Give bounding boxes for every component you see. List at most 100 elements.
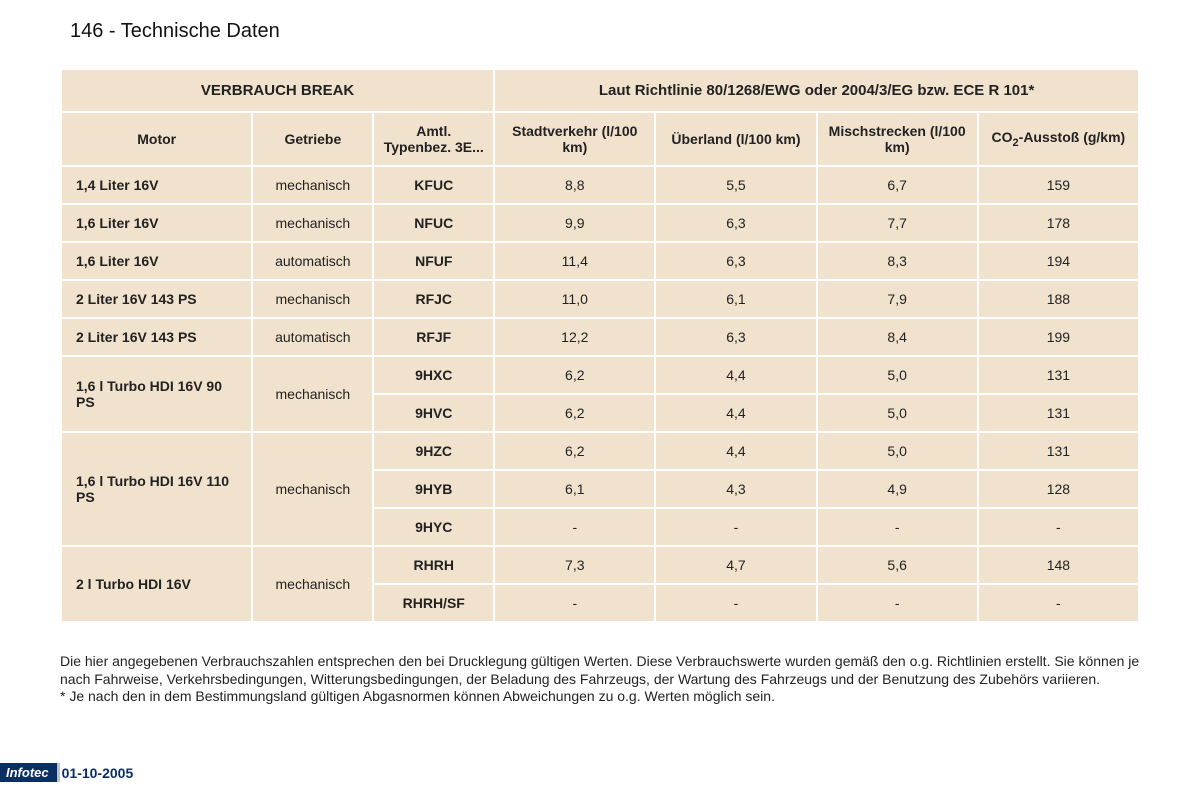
cell-co2: 128 (978, 470, 1139, 508)
col-misch: Mischstrecken (l/100 km) (817, 112, 978, 166)
cell-co2: 178 (978, 204, 1139, 242)
cell-stadt: 6,2 (494, 432, 655, 470)
cell-getriebe: mechanisch (252, 432, 373, 546)
cell-ueberland: 4,4 (655, 356, 816, 394)
table-row: 2 Liter 16V 143 PSmechanischRFJC11,06,17… (61, 280, 1139, 318)
group-header-left: VERBRAUCH BREAK (61, 69, 494, 112)
cell-co2: 131 (978, 356, 1139, 394)
cell-co2: 199 (978, 318, 1139, 356)
footnote-p2: * Je nach den in dem Bestimmungsland gül… (60, 688, 1140, 706)
cell-ueberland: - (655, 508, 816, 546)
cell-stadt: 6,2 (494, 356, 655, 394)
footnote: Die hier angegebenen Verbrauchszahlen en… (60, 653, 1140, 706)
cell-misch: 5,0 (817, 394, 978, 432)
cell-stadt: - (494, 584, 655, 622)
cell-stadt: - (494, 508, 655, 546)
cell-misch: 8,4 (817, 318, 978, 356)
cell-co2: 148 (978, 546, 1139, 584)
cell-co2: - (978, 508, 1139, 546)
cell-stadt: 11,4 (494, 242, 655, 280)
cell-misch: - (817, 508, 978, 546)
cell-typ: 9HYB (373, 470, 494, 508)
cell-typ: 9HVC (373, 394, 494, 432)
table-row: 1,6 l Turbo HDI 16V 110 PSmechanisch9HZC… (61, 432, 1139, 470)
cell-stadt: 11,0 (494, 280, 655, 318)
footer: Infotec 01-10-2005 (0, 763, 133, 782)
consumption-table: VERBRAUCH BREAK Laut Richtlinie 80/1268/… (60, 68, 1140, 623)
cell-ueberland: - (655, 584, 816, 622)
cell-misch: 5,0 (817, 356, 978, 394)
cell-ueberland: 4,7 (655, 546, 816, 584)
col-stadt: Stadtverkehr (l/100 km) (494, 112, 655, 166)
cell-misch: 7,9 (817, 280, 978, 318)
col-motor: Motor (61, 112, 252, 166)
cell-ueberland: 4,3 (655, 470, 816, 508)
cell-typ: RFJF (373, 318, 494, 356)
cell-motor: 1,6 l Turbo HDI 16V 90 PS (61, 356, 252, 432)
cell-co2: 188 (978, 280, 1139, 318)
cell-co2: 131 (978, 432, 1139, 470)
col-co2: CO2-Ausstoß (g/km) (978, 112, 1139, 166)
cell-co2: - (978, 584, 1139, 622)
table-row: 2 Liter 16V 143 PSautomatischRFJF12,26,3… (61, 318, 1139, 356)
cell-stadt: 6,2 (494, 394, 655, 432)
cell-co2: 131 (978, 394, 1139, 432)
consumption-table-wrap: VERBRAUCH BREAK Laut Richtlinie 80/1268/… (60, 68, 1140, 623)
group-header-right: Laut Richtlinie 80/1268/EWG oder 2004/3/… (494, 69, 1139, 112)
cell-typ: 9HZC (373, 432, 494, 470)
cell-getriebe: mechanisch (252, 280, 373, 318)
cell-ueberland: 4,4 (655, 432, 816, 470)
cell-getriebe: automatisch (252, 318, 373, 356)
cell-motor: 1,6 Liter 16V (61, 204, 252, 242)
cell-co2: 194 (978, 242, 1139, 280)
table-row: 1,6 l Turbo HDI 16V 90 PSmechanisch9HXC6… (61, 356, 1139, 394)
cell-motor: 1,6 Liter 16V (61, 242, 252, 280)
cell-ueberland: 4,4 (655, 394, 816, 432)
cell-motor: 2 Liter 16V 143 PS (61, 318, 252, 356)
cell-motor: 1,6 l Turbo HDI 16V 110 PS (61, 432, 252, 546)
cell-misch: 8,3 (817, 242, 978, 280)
cell-ueberland: 6,3 (655, 204, 816, 242)
cell-stadt: 12,2 (494, 318, 655, 356)
page-title: 146 - Technische Daten (70, 20, 1160, 43)
table-row: 2 l Turbo HDI 16VmechanischRHRH7,34,75,6… (61, 546, 1139, 584)
cell-typ: NFUF (373, 242, 494, 280)
cell-typ: 9HXC (373, 356, 494, 394)
col-ueberland: Überland (l/100 km) (655, 112, 816, 166)
col-typ: Amtl. Typenbez. 3E... (373, 112, 494, 166)
cell-getriebe: mechanisch (252, 546, 373, 622)
cell-misch: 5,6 (817, 546, 978, 584)
cell-misch: 4,9 (817, 470, 978, 508)
cell-typ: NFUC (373, 204, 494, 242)
cell-typ: RFJC (373, 280, 494, 318)
cell-misch: 6,7 (817, 166, 978, 204)
table-row: 1,6 Liter 16VautomatischNFUF11,46,38,319… (61, 242, 1139, 280)
footer-logo: Infotec (0, 763, 60, 782)
cell-stadt: 9,9 (494, 204, 655, 242)
table-row: 1,4 Liter 16VmechanischKFUC8,85,56,7159 (61, 166, 1139, 204)
column-header-row: Motor Getriebe Amtl. Typenbez. 3E... Sta… (61, 112, 1139, 166)
co2-suffix: -Ausstoß (g/km) (1019, 129, 1126, 145)
cell-misch: 7,7 (817, 204, 978, 242)
cell-ueberland: 5,5 (655, 166, 816, 204)
cell-stadt: 7,3 (494, 546, 655, 584)
table-row: 1,6 Liter 16VmechanischNFUC9,96,37,7178 (61, 204, 1139, 242)
cell-getriebe: mechanisch (252, 166, 373, 204)
cell-ueberland: 6,1 (655, 280, 816, 318)
cell-co2: 159 (978, 166, 1139, 204)
cell-typ: RHRH (373, 546, 494, 584)
co2-prefix: CO (992, 129, 1013, 145)
cell-stadt: 6,1 (494, 470, 655, 508)
cell-motor: 2 l Turbo HDI 16V (61, 546, 252, 622)
cell-motor: 1,4 Liter 16V (61, 166, 252, 204)
cell-misch: 5,0 (817, 432, 978, 470)
cell-getriebe: mechanisch (252, 204, 373, 242)
col-getriebe: Getriebe (252, 112, 373, 166)
cell-ueberland: 6,3 (655, 318, 816, 356)
cell-ueberland: 6,3 (655, 242, 816, 280)
group-header-row: VERBRAUCH BREAK Laut Richtlinie 80/1268/… (61, 69, 1139, 112)
footer-date: 01-10-2005 (62, 765, 134, 781)
cell-misch: - (817, 584, 978, 622)
cell-getriebe: mechanisch (252, 356, 373, 432)
footnote-p1: Die hier angegebenen Verbrauchszahlen en… (60, 653, 1140, 688)
